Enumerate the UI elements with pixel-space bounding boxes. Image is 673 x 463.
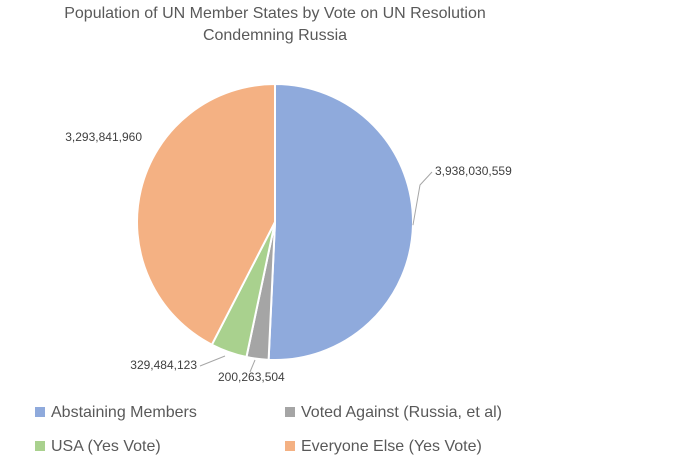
value-label: 3,938,030,559 bbox=[435, 164, 512, 178]
chart-title: Population of UN Member States by Vote o… bbox=[64, 5, 486, 22]
value-label: 3,293,841,960 bbox=[65, 130, 142, 144]
legend-swatch bbox=[285, 407, 295, 417]
legend-label: Voted Against (Russia, et al) bbox=[301, 404, 502, 421]
pie-slice bbox=[267, 82, 414, 361]
chart-title: Condemning Russia bbox=[203, 27, 347, 44]
value-label: 329,484,123 bbox=[130, 358, 197, 372]
pie-slice bbox=[136, 82, 276, 347]
legend-swatch bbox=[35, 441, 45, 451]
leader-line bbox=[249, 359, 256, 373]
legend-label: Abstaining Members bbox=[51, 404, 197, 421]
leader-line bbox=[412, 171, 433, 226]
legend-swatch bbox=[285, 441, 295, 451]
legend-label: Everyone Else (Yes Vote) bbox=[301, 438, 482, 455]
legend-label: USA (Yes Vote) bbox=[51, 438, 161, 455]
legend-swatch bbox=[35, 407, 45, 417]
value-label: 200,263,504 bbox=[218, 370, 285, 384]
leader-line bbox=[199, 355, 226, 367]
